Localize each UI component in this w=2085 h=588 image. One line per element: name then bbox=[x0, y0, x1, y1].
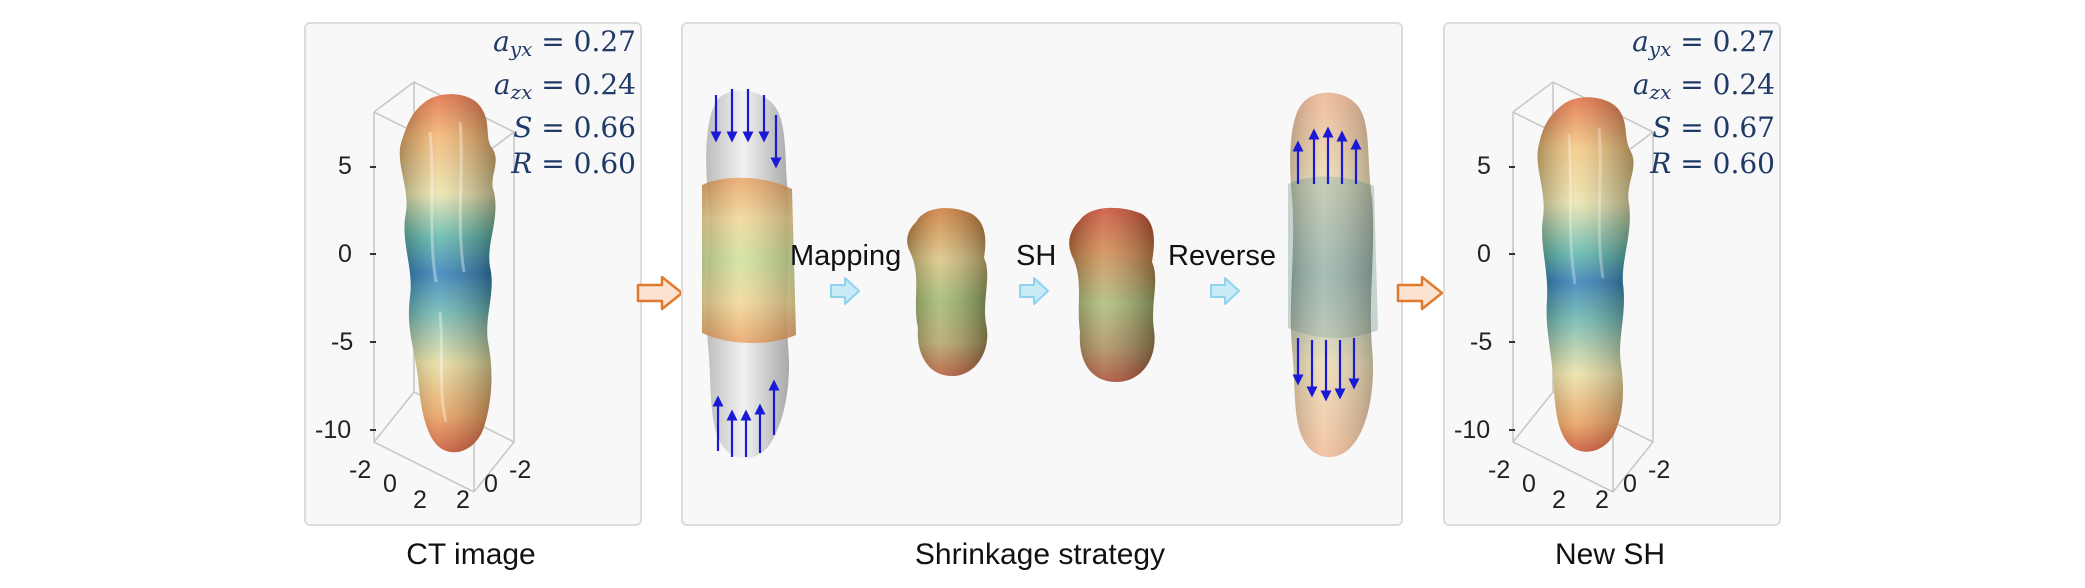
shrinkage-strategy-caption: Shrinkage strategy bbox=[914, 538, 1166, 571]
ct-z-tick-5: 5 bbox=[338, 152, 352, 180]
newsh-y-tick-2: 2 bbox=[1595, 486, 1609, 514]
newsh-z-tick-neg10: -10 bbox=[1454, 416, 1491, 444]
newsh-s-value: 0.67 bbox=[1712, 111, 1775, 144]
ct-z-tick-0: 0 bbox=[338, 240, 352, 268]
newsh-x-tick-2: 2 bbox=[1552, 486, 1566, 514]
newsh-stat-azx: azx = 0.24 bbox=[1632, 68, 1775, 104]
ct-shape-stats: ayx = 0.27 azx = 0.24 S = 0.66 R = 0.60 bbox=[470, 24, 636, 182]
newsh-stat-s: S = 0.67 bbox=[1652, 111, 1775, 144]
newsh-stat-r: R = 0.60 bbox=[1650, 147, 1775, 180]
ct-y-tick-2: 2 bbox=[456, 486, 470, 514]
ct-r-value: 0.60 bbox=[573, 147, 636, 180]
ct-shape bbox=[399, 94, 496, 453]
flow-arrow-1 bbox=[636, 275, 684, 311]
newsh-ayx-value: 0.27 bbox=[1712, 25, 1775, 58]
ct-image-caption: CT image bbox=[406, 538, 536, 571]
ct-z-tick-neg10: -10 bbox=[315, 416, 352, 444]
ct-azx-value: 0.24 bbox=[573, 68, 636, 101]
newsh-y-tick-neg2: -2 bbox=[1648, 456, 1671, 484]
flow-arrow-2 bbox=[1396, 275, 1444, 311]
step-label-mapping: Mapping bbox=[790, 240, 902, 272]
newsh-x-tick-neg2: -2 bbox=[1488, 456, 1511, 484]
newsh-shape-stats: ayx = 0.27 azx = 0.24 S = 0.67 R = 0.60 bbox=[1609, 24, 1775, 182]
ct-y-tick-neg2: -2 bbox=[509, 456, 532, 484]
newsh-z-tick-0: 0 bbox=[1477, 240, 1491, 268]
ct-z-tick-neg5: -5 bbox=[331, 328, 354, 356]
newsh-y-tick-0: 0 bbox=[1623, 470, 1637, 498]
original-shape-mapped bbox=[702, 89, 796, 459]
newsh-r-value: 0.60 bbox=[1712, 147, 1775, 180]
ct-stat-ayx: ayx = 0.27 bbox=[493, 25, 636, 61]
step-label-reverse: Reverse bbox=[1168, 240, 1276, 272]
ct-ayx-value: 0.27 bbox=[573, 25, 636, 58]
step-arrow-reverse bbox=[1210, 277, 1240, 305]
newsh-z-tick-5: 5 bbox=[1477, 152, 1491, 180]
newsh-x-tick-0: 0 bbox=[1522, 470, 1536, 498]
ct-s-value: 0.66 bbox=[573, 111, 636, 144]
new-sh-shape bbox=[1537, 97, 1634, 452]
shrinkage-strategy-panel bbox=[681, 22, 1403, 526]
shrunk-shape bbox=[907, 208, 988, 376]
ct-stat-r: R = 0.60 bbox=[511, 147, 636, 180]
ct-x-tick-0: 0 bbox=[383, 470, 397, 498]
ct-x-tick-neg2: -2 bbox=[349, 456, 372, 484]
ct-stat-s: S = 0.66 bbox=[513, 111, 636, 144]
reversed-shape bbox=[1288, 92, 1378, 458]
step-arrow-sh bbox=[1019, 277, 1049, 305]
step-arrow-mapping bbox=[830, 277, 860, 305]
sh-fitted-shape bbox=[1069, 207, 1156, 382]
new-sh-caption: New SH bbox=[1554, 538, 1666, 571]
newsh-z-tick-neg5: -5 bbox=[1470, 328, 1493, 356]
newsh-azx-value: 0.24 bbox=[1712, 68, 1775, 101]
newsh-stat-ayx: ayx = 0.27 bbox=[1632, 25, 1775, 61]
ct-y-tick-0: 0 bbox=[484, 470, 498, 498]
ct-stat-azx: azx = 0.24 bbox=[493, 68, 636, 104]
step-label-sh: SH bbox=[1016, 240, 1057, 272]
ct-x-tick-2: 2 bbox=[413, 486, 427, 514]
